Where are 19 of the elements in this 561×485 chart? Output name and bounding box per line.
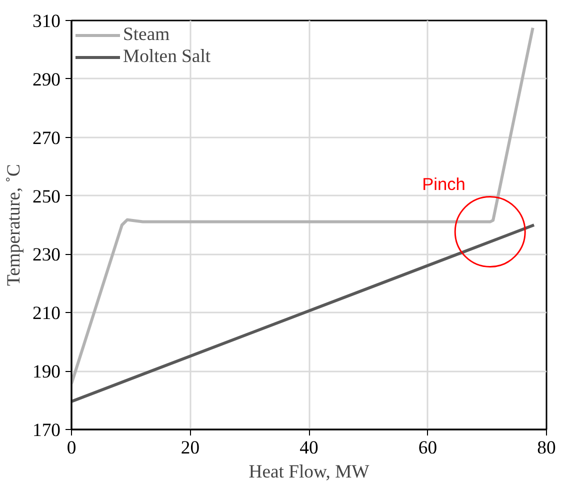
y-tick-label: 190: [32, 362, 60, 383]
line-series: [72, 26, 534, 386]
y-tick-label: 210: [32, 303, 60, 324]
x-tick-label: 0: [66, 438, 76, 458]
x-tick-label: 60: [418, 438, 438, 458]
annotation: Pinch: [422, 174, 466, 194]
x-tick-label: 20: [180, 438, 200, 458]
y-tick-label: 310: [32, 11, 60, 32]
y-tick-label: 290: [32, 69, 60, 90]
y-tick-label: 250: [32, 186, 60, 208]
y-tick-label: 270: [32, 128, 60, 149]
legend-label: Molten Salt: [123, 46, 211, 68]
x-tick-label: 40: [300, 438, 318, 458]
x-axis-title: Heat Flow, MW: [248, 462, 370, 482]
y-tick-label: 230: [32, 244, 60, 266]
legend-label: Steam: [123, 24, 170, 46]
y-tick-label: 170: [32, 420, 60, 441]
y-axis-title: Temperature, ˚C: [4, 164, 25, 286]
x-tick-label: 80: [537, 438, 556, 458]
